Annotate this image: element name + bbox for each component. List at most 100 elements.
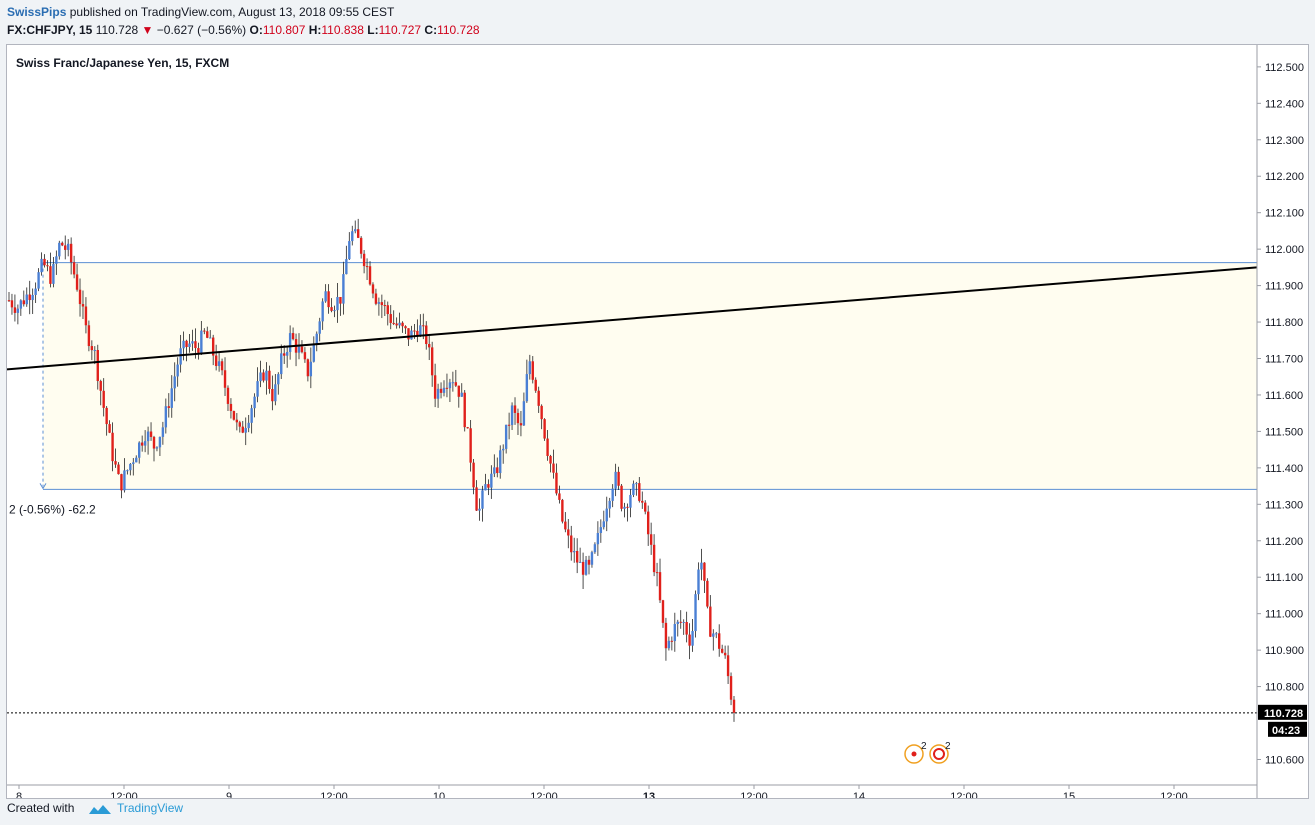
candle[interactable]	[288, 325, 292, 360]
candle[interactable]	[158, 436, 162, 457]
candle[interactable]	[371, 282, 375, 299]
candle[interactable]	[43, 254, 46, 268]
candle[interactable]	[587, 555, 591, 575]
candle[interactable]	[348, 232, 351, 261]
candle[interactable]	[241, 420, 244, 434]
candle[interactable]	[605, 496, 608, 532]
candle[interactable]	[84, 297, 88, 334]
candle[interactable]	[69, 237, 73, 275]
candle[interactable]	[463, 390, 466, 432]
candle[interactable]	[694, 590, 697, 638]
candle[interactable]	[303, 347, 307, 363]
candle[interactable]	[111, 422, 114, 472]
candle[interactable]	[365, 258, 369, 281]
candle[interactable]	[146, 426, 150, 455]
candle[interactable]	[140, 435, 144, 452]
candle[interactable]	[584, 555, 588, 576]
candle[interactable]	[484, 473, 487, 491]
candle[interactable]	[377, 297, 381, 316]
candle[interactable]	[135, 455, 138, 463]
trend-line[interactable]	[6, 266, 1258, 371]
price-chart[interactable]: 2 (-0.56%) -62.2 112.500 112.400 112.300 11…	[6, 45, 1308, 803]
candle[interactable]	[280, 344, 283, 379]
candle[interactable]	[410, 325, 413, 340]
candle[interactable]	[513, 397, 517, 425]
candle[interactable]	[37, 268, 40, 292]
candle[interactable]	[191, 329, 194, 351]
candle[interactable]	[211, 334, 215, 366]
candle[interactable]	[602, 510, 605, 530]
candle[interactable]	[700, 548, 703, 581]
candle[interactable]	[220, 358, 224, 376]
candle[interactable]	[345, 245, 348, 275]
candle[interactable]	[599, 519, 603, 543]
candle[interactable]	[58, 240, 61, 260]
candle[interactable]	[155, 446, 159, 452]
candle[interactable]	[356, 218, 360, 239]
candle[interactable]	[259, 360, 262, 388]
candle[interactable]	[567, 519, 570, 549]
candle[interactable]	[123, 458, 126, 493]
candle[interactable]	[105, 406, 108, 436]
candle[interactable]	[661, 599, 665, 628]
candle[interactable]	[416, 319, 419, 343]
candle[interactable]	[558, 485, 561, 504]
candle[interactable]	[596, 521, 600, 556]
candle[interactable]	[223, 357, 227, 397]
candle[interactable]	[64, 235, 67, 260]
candle[interactable]	[315, 331, 318, 352]
candle[interactable]	[581, 552, 585, 590]
candle[interactable]	[235, 413, 239, 431]
candle[interactable]	[7, 291, 11, 303]
candle[interactable]	[430, 341, 434, 387]
candle[interactable]	[342, 261, 345, 315]
candle[interactable]	[570, 525, 573, 561]
candle[interactable]	[617, 466, 620, 491]
candle[interactable]	[173, 362, 176, 402]
candle[interactable]	[611, 484, 614, 508]
candle[interactable]	[22, 290, 25, 307]
candle[interactable]	[226, 385, 230, 411]
candle[interactable]	[649, 522, 653, 555]
candle[interactable]	[66, 239, 70, 257]
candle[interactable]	[200, 320, 203, 356]
candle[interactable]	[336, 282, 339, 323]
tradingview-link[interactable]: TradingView	[117, 801, 184, 815]
candle[interactable]	[72, 255, 76, 279]
candle[interactable]	[126, 469, 129, 475]
candle[interactable]	[395, 317, 398, 329]
candle[interactable]	[306, 358, 310, 382]
candle[interactable]	[49, 252, 52, 288]
candle[interactable]	[448, 378, 452, 402]
candle[interactable]	[487, 479, 490, 496]
candle[interactable]	[238, 420, 242, 433]
candle[interactable]	[149, 422, 153, 441]
candle[interactable]	[176, 357, 179, 387]
candle[interactable]	[664, 617, 668, 661]
candle[interactable]	[546, 429, 549, 461]
candle[interactable]	[472, 458, 475, 495]
candle[interactable]	[398, 312, 401, 329]
candle[interactable]	[718, 624, 721, 657]
candle[interactable]	[540, 404, 543, 430]
author-link[interactable]: SwissPips	[7, 5, 67, 19]
candle[interactable]	[309, 347, 313, 389]
candle[interactable]	[451, 371, 455, 392]
candle[interactable]	[93, 346, 97, 365]
candle[interactable]	[433, 363, 437, 408]
candle[interactable]	[632, 480, 635, 498]
candle[interactable]	[670, 636, 674, 651]
candle[interactable]	[501, 444, 505, 464]
candle[interactable]	[507, 412, 511, 440]
candle[interactable]	[253, 393, 256, 418]
candle[interactable]	[143, 430, 147, 453]
candle[interactable]	[108, 420, 111, 434]
candle[interactable]	[623, 502, 626, 518]
candle[interactable]	[706, 578, 709, 609]
candle[interactable]	[555, 463, 558, 496]
candle[interactable]	[114, 448, 117, 468]
candle[interactable]	[271, 375, 274, 411]
candle[interactable]	[522, 392, 526, 426]
candle[interactable]	[129, 463, 132, 476]
candle[interactable]	[203, 328, 206, 335]
